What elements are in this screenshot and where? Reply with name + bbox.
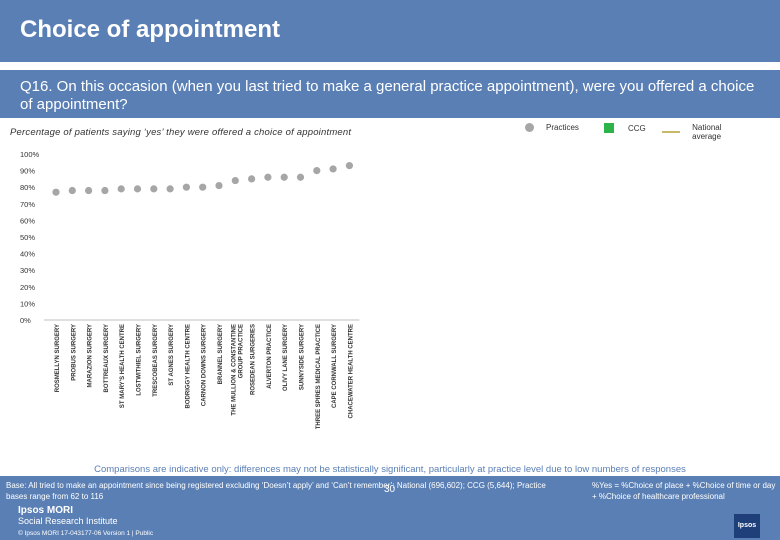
- x-tick-label: CHACEWATER HEALTH CENTRE: [348, 324, 354, 418]
- x-tick-label: TRESCOBEAS SURGERY: [153, 324, 159, 397]
- x-tick-label-group: CARNON DOWNS SURGERY: [202, 324, 208, 406]
- x-tick-label: ST AGNES SURGERY: [169, 324, 175, 386]
- x-tick-label: SUNNYSIDE SURGERY: [300, 324, 306, 390]
- x-tick-label-group: ALVERTON PRACTICE: [267, 324, 273, 389]
- x-tick-label: ALVERTON PRACTICE: [267, 324, 273, 389]
- footer-bar: Base: All tried to make an appointment s…: [0, 476, 780, 540]
- practice-point: [313, 167, 321, 175]
- x-tick-label-group: TRESCOBEAS SURGERY: [153, 324, 159, 397]
- x-tick-label: LOSTWITHIEL SURGERY: [137, 324, 143, 396]
- yes-definition-note: %Yes = %Choice of place + %Choice of tim…: [592, 481, 776, 501]
- legend-item-ccg: CCG: [604, 123, 646, 133]
- base-note: Base: All tried to make an appointment s…: [6, 481, 546, 501]
- practice-point: [264, 173, 272, 181]
- practice-point: [215, 181, 223, 190]
- chart-svg: 0% 10% 20% 30% 40% 50% 60% 70% 80% 90% 100% ROSMELL…: [20, 150, 360, 429]
- legend-label-national: National average: [692, 123, 722, 141]
- x-tick-label: THE MULLION & CONSTANTINEGROUP PRACTICE: [231, 324, 244, 416]
- page-number: 30: [384, 484, 396, 495]
- x-tick-label-group: MARAZION SURGERY: [88, 324, 94, 387]
- ipsos-badge-logo: Ipsos: [734, 514, 760, 538]
- legend-item-practices: Practices: [525, 123, 579, 132]
- page-title: Choice of appointment: [20, 16, 280, 43]
- x-tick-label-group: BOTTREAUX SURGERY: [104, 324, 110, 392]
- practice-point: [296, 173, 305, 181]
- x-tick-label: ROSEDEAN SURGERIES: [251, 324, 257, 395]
- x-tick-label: PROBUS SURGERY: [71, 324, 77, 381]
- x-tick-label-group: THE MULLION & CONSTANTINEGROUP PRACTICE: [231, 324, 244, 416]
- x-tick-label: BOTTREAUX SURGERY: [104, 324, 110, 392]
- x-tick-label-group: CAPE CORNWALL SURGERY: [332, 324, 338, 408]
- x-tick-label-group: BRANNEL SURGERY: [218, 324, 224, 384]
- question-band: Q16. On this occasion (when you last tri…: [0, 70, 780, 118]
- national-line-icon: [662, 131, 681, 133]
- practice-point: [345, 162, 353, 170]
- x-tick-label-group: PROBUS SURGERY: [71, 324, 77, 381]
- x-tick-label-line: THE MULLION & CONSTANTINE: [231, 324, 237, 416]
- disclaimer-text: Comparisons are indicative only: differe…: [94, 464, 686, 475]
- legend-label-ccg: CCG: [628, 123, 646, 133]
- x-tick-label-group: THREE SPIRES MEDICAL PRACTICE: [316, 324, 322, 429]
- x-tick-label-group: BODRIGGY HEALTH CENTRE: [185, 324, 191, 408]
- x-tick-label: THREE SPIRES MEDICAL PRACTICE: [316, 324, 322, 429]
- x-tick-label-line: GROUP PRACTICE: [238, 324, 244, 378]
- practice-point: [231, 176, 239, 185]
- legend-item-national: National average: [662, 123, 731, 141]
- x-tick-label-group: ST MARY'S HEALTH CENTRE: [120, 324, 126, 408]
- copyright-text: © Ipsos MORI 17-043177-06 Version 1 | Pu…: [18, 530, 154, 537]
- x-tick-label: ROSMELLYN SURGERY: [55, 324, 61, 392]
- y-tick-label: 70%: [20, 200, 35, 209]
- x-tick-label: BRANNEL SURGERY: [218, 324, 224, 384]
- practice-point: [150, 185, 158, 193]
- practice-point: [68, 186, 76, 195]
- y-tick-label: 0%: [20, 316, 31, 325]
- practice-point: [85, 186, 93, 195]
- practice-point: [101, 186, 109, 195]
- y-tick-label: 50%: [20, 233, 35, 242]
- question-text: Q16. On this occasion (when you last tri…: [20, 78, 755, 113]
- practice-point: [52, 188, 60, 196]
- y-tick-label: 40%: [20, 250, 35, 259]
- x-tick-label: MARAZION SURGERY: [88, 324, 94, 387]
- x-tick-label: ST MARY'S HEALTH CENTRE: [120, 324, 126, 408]
- x-tick-label-group: ROSMELLYN SURGERY: [55, 324, 61, 392]
- ccg-marker-icon: [604, 123, 614, 133]
- x-tick-label-group: ROSEDEAN SURGERIES: [251, 324, 257, 395]
- x-tick-label: OLIVY LANE SURGERY: [283, 324, 289, 391]
- y-tick-label: 80%: [20, 183, 35, 192]
- ipsos-mori-logo: Ipsos MORI Social Research Institute: [18, 505, 118, 527]
- practice-point: [133, 185, 142, 193]
- y-tick-label: 60%: [20, 216, 35, 225]
- y-tick-label: 30%: [20, 266, 35, 275]
- x-tick-label-group: CHACEWATER HEALTH CENTRE: [348, 324, 354, 418]
- practice-point: [199, 183, 207, 191]
- x-tick-label: CARNON DOWNS SURGERY: [202, 324, 208, 406]
- legend-label-practices: Practices: [546, 123, 579, 132]
- x-tick-label-group: LOSTWITHIEL SURGERY: [137, 324, 143, 396]
- logo-subtitle: Social Research Institute: [18, 516, 118, 526]
- header-bar: Choice of appointment: [0, 0, 780, 62]
- practice-point: [117, 185, 125, 193]
- x-tick-label: CAPE CORNWALL SURGERY: [332, 324, 338, 408]
- y-tick-label: 10%: [20, 299, 35, 308]
- practice-point: [329, 165, 337, 173]
- y-tick-label: 20%: [20, 283, 35, 292]
- practice-point: [166, 185, 174, 193]
- x-tick-label-group: OLIVY LANE SURGERY: [283, 324, 289, 391]
- x-tick-label-group: ST AGNES SURGERY: [169, 324, 175, 386]
- y-tick-label: 100%: [20, 150, 40, 159]
- x-tick-label: BODRIGGY HEALTH CENTRE: [185, 324, 191, 408]
- logo-name: Ipsos MORI: [18, 505, 74, 516]
- x-tick-label-group: SUNNYSIDE SURGERY: [300, 324, 306, 390]
- practice-point: [248, 175, 256, 183]
- practice-point: [280, 173, 288, 181]
- practice-point: [182, 183, 190, 191]
- y-tick-label: 90%: [20, 167, 35, 176]
- chart-subtitle: Percentage of patients saying ‘yes’ they…: [10, 127, 352, 138]
- practice-marker-icon: [525, 123, 534, 132]
